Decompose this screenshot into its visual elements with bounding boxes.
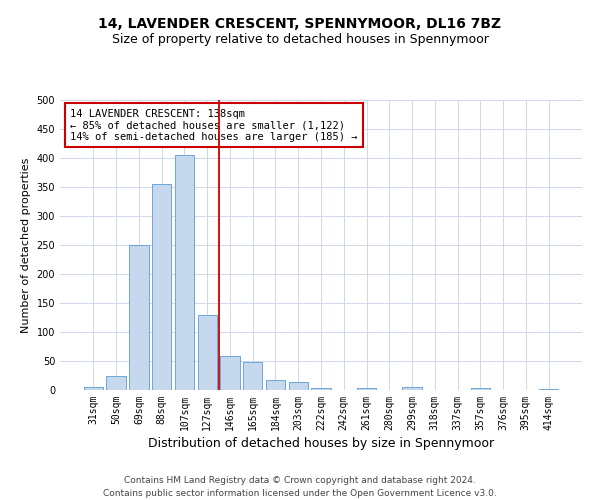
Text: Contains HM Land Registry data © Crown copyright and database right 2024.
Contai: Contains HM Land Registry data © Crown c… (103, 476, 497, 498)
Bar (175, 155, 194, 390)
X-axis label: Distribution of detached houses by size in Spennymoor: Distribution of detached houses by size … (148, 437, 494, 450)
Bar (152, 184, 172, 390)
Bar (197, 314, 217, 390)
Bar (129, 245, 149, 390)
Bar (289, 382, 308, 390)
Bar (403, 386, 422, 390)
Text: Size of property relative to detached houses in Spennymoor: Size of property relative to detached ho… (112, 32, 488, 46)
Bar (220, 356, 239, 390)
Text: 14 LAVENDER CRESCENT: 138sqm
← 85% of detached houses are smaller (1,122)
14% of: 14 LAVENDER CRESCENT: 138sqm ← 85% of de… (70, 108, 358, 142)
Bar (266, 380, 285, 390)
Text: 14, LAVENDER CRESCENT, SPENNYMOOR, DL16 7BZ: 14, LAVENDER CRESCENT, SPENNYMOOR, DL16 … (98, 18, 502, 32)
Bar (470, 388, 490, 390)
Bar (539, 389, 558, 390)
Bar (357, 388, 376, 390)
Bar (243, 362, 262, 390)
Bar (84, 387, 103, 390)
Y-axis label: Number of detached properties: Number of detached properties (21, 158, 31, 332)
Bar (311, 388, 331, 390)
Bar (106, 376, 126, 390)
